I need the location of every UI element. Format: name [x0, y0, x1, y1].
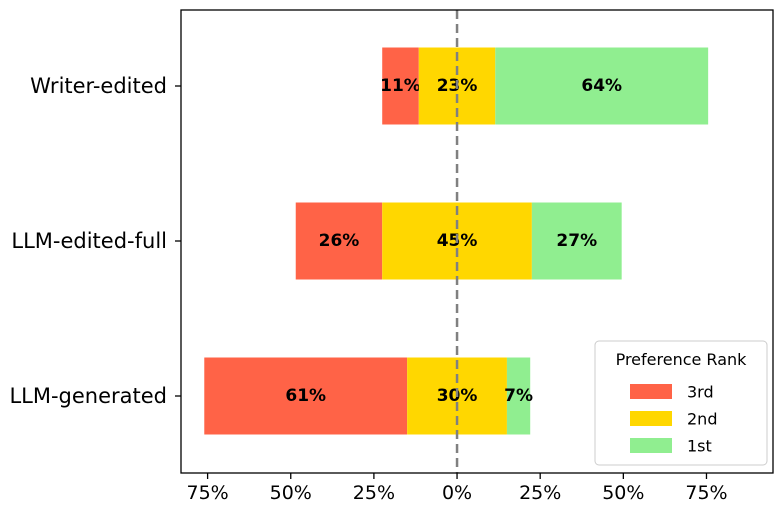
y-category-label: LLM-generated [9, 384, 167, 408]
legend-box [594, 340, 768, 466]
y-category-label: Writer-edited [30, 74, 167, 98]
legend-swatch-3rd [630, 384, 672, 399]
bar-3rd-LLM-generated [204, 357, 408, 435]
x-tick-label: 25% [353, 482, 395, 504]
data-label-3rd-LLM-generated: 61% [285, 386, 326, 406]
x-tick-label: 75% [186, 482, 228, 504]
bar-1st-LLM-edited-full [531, 202, 622, 280]
legend-label-3rd: 3rd [687, 383, 714, 402]
axes: 75% 50% 25% 0% 25% 50% 75% Writer-edited LLM-edi… [9, 9, 774, 504]
bar-3rd-LLM-edited-full [295, 202, 383, 280]
bar-3rd-Writer-edited [382, 47, 419, 125]
x-tick-label: 25% [519, 482, 561, 504]
legend-title: Preference Rank [616, 350, 748, 369]
legend-label-2nd: 2nd [687, 410, 717, 429]
y-category-label: LLM-edited-full [11, 229, 167, 253]
legend-swatch-1st [630, 438, 672, 453]
x-tick-label: 50% [602, 482, 644, 504]
x-tick-label: 75% [685, 482, 727, 504]
bar-1st-Writer-edited [495, 47, 709, 125]
x-tick-label: 50% [270, 482, 312, 504]
data-label-1st-LLM-generated: 7% [504, 386, 533, 406]
data-label-1st-LLM-edited-full: 27% [556, 231, 597, 251]
data-label-3rd-LLM-edited-full: 26% [319, 231, 360, 251]
legend-swatch-2nd [630, 411, 672, 426]
x-tick-label: 0% [442, 482, 472, 504]
bar-marks: 11%23%64%26%45%27%61%30%7% [204, 47, 709, 435]
legend: Preference Rank 3rd 2nd 1st [594, 340, 768, 466]
bar-1st-LLM-generated [506, 357, 531, 435]
data-label-3rd-Writer-edited: 11% [380, 76, 421, 96]
data-label-1st-Writer-edited: 64% [581, 76, 622, 96]
legend-label-1st: 1st [687, 437, 712, 456]
